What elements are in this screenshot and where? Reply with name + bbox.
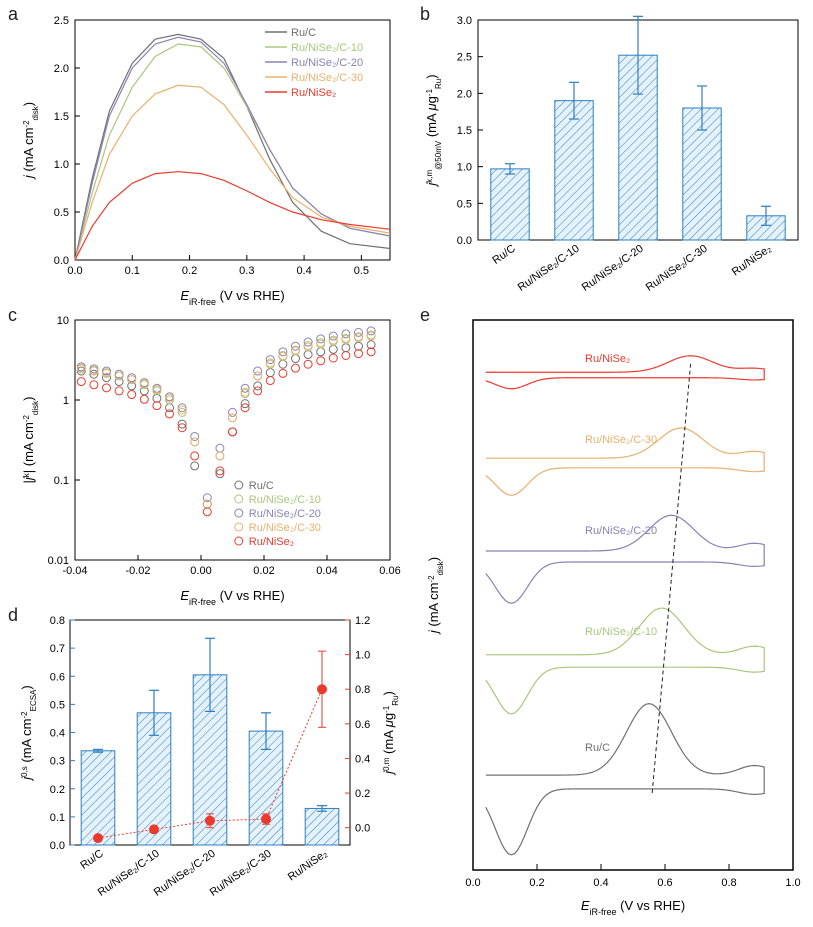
svg-text:1.0: 1.0 [355,650,370,662]
svg-text:Ru/C: Ru/C [490,243,517,267]
svg-text:-0.02: -0.02 [125,565,150,577]
svg-text:1: 1 [63,395,69,407]
svg-text:Ru/NiSe₂/C-30: Ru/NiSe₂/C-30 [644,243,710,294]
svg-text:Ru/NiSe₂/C-10: Ru/NiSe₂/C-10 [249,494,321,506]
chart-a: 0.0 0.1 0.2 0.3 0.4 0.5 0.0 0.5 1.0 1.5 2.0 2.5 EiR-… [15,10,405,310]
svg-text:0.1: 0.1 [50,812,65,824]
svg-text:0.5: 0.5 [457,198,472,210]
svg-text:0.6: 0.6 [50,671,65,683]
svg-text:1.0: 1.0 [54,159,69,171]
svg-text:Ru/NiSe₂/C-20: Ru/NiSe₂/C-20 [585,525,657,537]
svg-text:0.02: 0.02 [253,565,274,577]
svg-text:Ru/C: Ru/C [291,27,316,39]
svg-text:0.5: 0.5 [54,207,69,219]
svg-text:Ru/C: Ru/C [249,480,274,492]
svg-text:Ru/NiSe₂/C-30: Ru/NiSe₂/C-30 [291,72,363,84]
svg-text:1.2: 1.2 [355,615,370,627]
svg-text:Ru/NiSe₂/C-10: Ru/NiSe₂/C-10 [96,848,162,899]
svg-text:Ru/NiSe₂/C-20: Ru/NiSe₂/C-20 [249,508,321,520]
svg-text:Ru/NiSe₂/C-30: Ru/NiSe₂/C-30 [249,522,321,534]
svg-text:0.2: 0.2 [50,784,65,796]
svg-text:0.1: 0.1 [54,475,69,487]
svg-text:Ru/C: Ru/C [78,848,105,872]
svg-text:1.0: 1.0 [785,877,800,889]
chart-c: -0.04-0.020.000.020.040.060.010.1110EiR-… [15,310,405,610]
svg-text:Ru/NiSe₂: Ru/NiSe₂ [286,848,330,884]
svg-text:2.0: 2.0 [54,63,69,75]
svg-text:Ru/NiSe₂/C-10: Ru/NiSe₂/C-10 [291,42,363,54]
svg-text:0.01: 0.01 [48,555,69,567]
svg-text:0.2: 0.2 [355,788,370,800]
svg-text:1.0: 1.0 [457,162,472,174]
svg-text:0.00: 0.00 [190,565,211,577]
svg-text:0.0: 0.0 [54,255,69,267]
svg-text:Ru/NiSe₂/C-20: Ru/NiSe₂/C-20 [152,848,218,899]
svg-text:EiR-free (V vs RHE): EiR-free (V vs RHE) [180,588,284,607]
svg-text:0.2: 0.2 [529,877,544,889]
svg-text:0.5: 0.5 [50,699,65,711]
svg-text:0.4: 0.4 [593,877,608,889]
svg-text:EiR-free (V vs RHE): EiR-free (V vs RHE) [180,288,284,307]
chart-d: 0.0 0.1 0.2 0.3 0.4 0.5 0.6 0.7 0.8 0.0 0.2 0.4 0.6 0… [15,610,405,920]
svg-text:0.4: 0.4 [50,728,65,740]
svg-text:Ru/NiSe₂: Ru/NiSe₂ [291,87,336,99]
svg-text:0.7: 0.7 [50,643,65,655]
svg-text:0.8: 0.8 [721,877,736,889]
svg-text:0.0: 0.0 [67,265,82,277]
svg-text:jk,m@50mV (mA μg-1Ru): jk,m@50mV (mA μg-1Ru) [424,74,443,187]
svg-text:Ru/NiSe₂/C-10: Ru/NiSe₂/C-10 [516,243,582,294]
svg-text:0.8: 0.8 [50,615,65,627]
svg-text:0.3: 0.3 [239,265,254,277]
svg-text:|jk| (mA cm-2disk): |jk| (mA cm-2disk) [21,396,40,483]
svg-text:j (mA cm-2disk): j (mA cm-2disk) [21,102,40,180]
svg-text:0.6: 0.6 [657,877,672,889]
svg-text:0.0: 0.0 [355,823,370,835]
svg-text:0.4: 0.4 [296,265,311,277]
svg-text:10: 10 [57,315,69,327]
svg-text:Ru/C: Ru/C [585,742,610,754]
svg-text:j0,s (mA cm-2ECSA): j0,s (mA cm-2ECSA) [19,685,38,782]
svg-text:0.4: 0.4 [355,753,370,765]
svg-text:2.0: 2.0 [457,88,472,100]
svg-text:0.0: 0.0 [465,877,480,889]
svg-text:Ru/NiSe₂/C-10: Ru/NiSe₂/C-10 [585,626,657,638]
svg-text:Ru/NiSe₂: Ru/NiSe₂ [585,353,630,365]
svg-text:0.6: 0.6 [355,719,370,731]
svg-text:2.5: 2.5 [457,52,472,64]
svg-text:1.5: 1.5 [54,111,69,123]
svg-text:0.1: 0.1 [125,265,140,277]
svg-text:Ru/NiSe₂: Ru/NiSe₂ [249,536,294,548]
svg-text:0.0: 0.0 [50,840,65,852]
svg-text:0.2: 0.2 [182,265,197,277]
svg-text:Ru/NiSe₂/C-30: Ru/NiSe₂/C-30 [585,434,657,446]
chart-b: 0.00.51.01.52.02.53.0Ru/CRu/NiSe₂/C-10Ru… [418,10,808,310]
chart-e: 0.0 0.2 0.4 0.6 0.8 1.0 EiR-free (V vs RHE) j (… [418,310,808,920]
svg-text:3.0: 3.0 [457,15,472,27]
svg-text:0.06: 0.06 [379,565,400,577]
svg-text:0.04: 0.04 [316,565,337,577]
svg-text:Ru/NiSe₂: Ru/NiSe₂ [730,243,774,279]
svg-text:j0,m (mA μg-1Ru): j0,m (mA μg-1Ru) [381,691,400,776]
svg-text:0.3: 0.3 [50,756,65,768]
svg-text:0.0: 0.0 [457,235,472,247]
svg-text:2.5: 2.5 [54,15,69,27]
svg-text:1.5: 1.5 [457,125,472,137]
svg-text:EiR-free (V vs RHE): EiR-free (V vs RHE) [581,898,685,917]
svg-text:j (mA cm-2disk): j (mA cm-2disk) [426,557,445,635]
svg-text:Ru/NiSe₂/C-30: Ru/NiSe₂/C-30 [208,848,274,899]
svg-text:Ru/NiSe₂/C-20: Ru/NiSe₂/C-20 [580,243,646,294]
svg-text:Ru/NiSe₂/C-20: Ru/NiSe₂/C-20 [291,57,363,69]
svg-text:0.5: 0.5 [354,265,369,277]
svg-text:0.8: 0.8 [355,684,370,696]
